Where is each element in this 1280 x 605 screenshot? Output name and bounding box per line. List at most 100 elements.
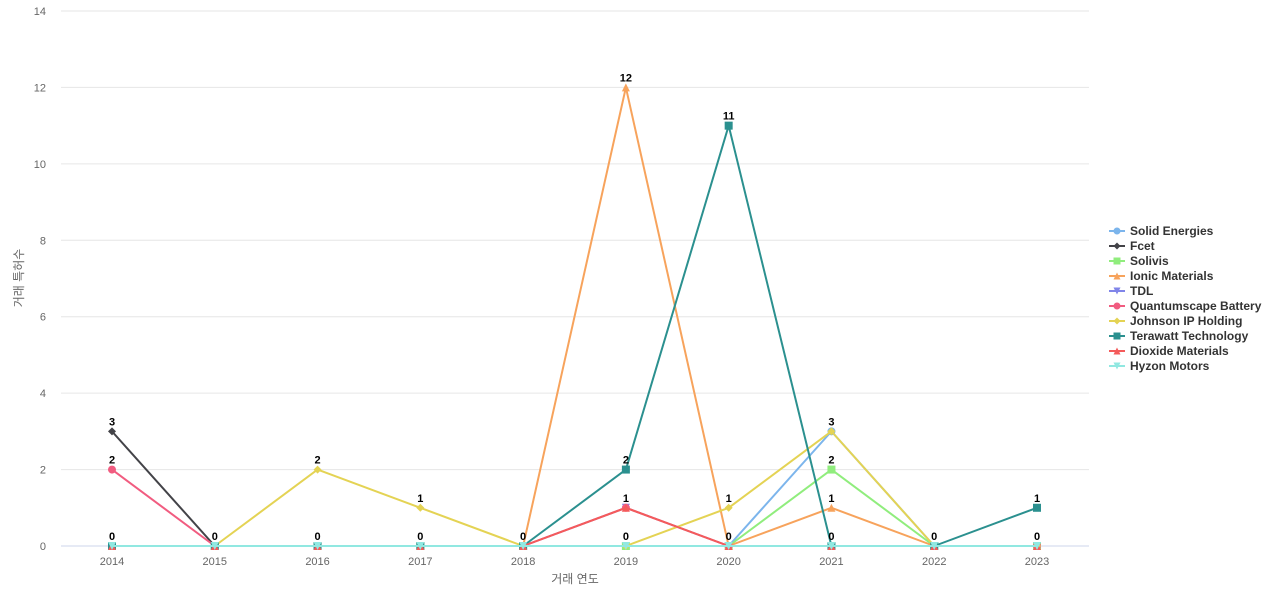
data-point xyxy=(1033,542,1041,550)
data-point xyxy=(827,427,836,436)
x-tick-label: 2023 xyxy=(1025,556,1049,568)
series-line xyxy=(111,124,1038,547)
legend-label: Johnson IP Holding xyxy=(1130,314,1242,328)
data-label: 12 xyxy=(620,72,632,84)
y-tick-label: 6 xyxy=(40,312,46,324)
legend-label: Fcet xyxy=(1130,239,1155,253)
grid-layer xyxy=(61,10,1089,547)
data-label: 0 xyxy=(520,531,526,543)
legend-label: Quantumscape Battery xyxy=(1130,299,1262,313)
legend-marker xyxy=(1113,302,1121,310)
y-tick-label: 4 xyxy=(40,388,46,400)
x-tick-label: 2021 xyxy=(819,556,843,568)
y-tick-label: 14 xyxy=(34,6,46,18)
data-label: 0 xyxy=(109,531,115,543)
legend-marker xyxy=(1113,347,1121,355)
x-tick-label: 2019 xyxy=(614,556,638,568)
legend-item[interactable]: Fcet xyxy=(1109,239,1155,253)
series-layer xyxy=(108,83,1041,550)
series-hyzon-motors xyxy=(108,542,1041,550)
legend-item[interactable]: Terawatt Technology xyxy=(1109,329,1249,343)
legend-item[interactable]: Ionic Materials xyxy=(1109,269,1214,283)
data-label: 0 xyxy=(212,531,218,543)
legend-marker xyxy=(1113,317,1121,325)
legend-label: Dioxide Materials xyxy=(1130,344,1229,358)
series-terawatt-technology xyxy=(108,121,1041,550)
data-label: 1 xyxy=(726,493,732,505)
data-label: 1 xyxy=(623,493,629,505)
data-label: 1 xyxy=(417,493,423,505)
data-label: 3 xyxy=(828,416,834,428)
legend-item[interactable]: Solivis xyxy=(1109,254,1169,268)
data-label: 1 xyxy=(1034,493,1040,505)
legend-marker xyxy=(1113,272,1121,280)
legend-item[interactable]: Hyzon Motors xyxy=(1109,359,1210,373)
data-point xyxy=(108,542,116,550)
data-label: 11 xyxy=(723,111,735,123)
legend-marker xyxy=(1113,332,1121,340)
series-line xyxy=(111,430,1038,547)
legend-item[interactable]: Quantumscape Battery xyxy=(1109,299,1262,313)
legend-label: Hyzon Motors xyxy=(1130,359,1210,373)
data-point xyxy=(621,503,630,512)
data-point xyxy=(827,465,836,474)
legend-label: Ionic Materials xyxy=(1130,269,1214,283)
data-label: 1 xyxy=(828,493,834,505)
x-axis-title: 거래 연도 xyxy=(551,572,599,586)
x-tick-label: 2014 xyxy=(100,556,124,568)
x-tick-label: 2016 xyxy=(305,556,329,568)
legend-marker xyxy=(1113,287,1121,295)
y-axis-title: 거래 특허수 xyxy=(12,249,26,308)
data-point xyxy=(416,503,425,512)
data-label: 2 xyxy=(314,455,320,467)
data-label: 3 xyxy=(109,416,115,428)
series-line xyxy=(111,430,1038,547)
data-point xyxy=(724,121,733,130)
data-point xyxy=(108,427,116,436)
series-solid-energies xyxy=(108,427,1041,550)
data-point xyxy=(313,542,322,550)
legend-label: Solivis xyxy=(1130,254,1169,268)
legend-item[interactable]: TDL xyxy=(1109,284,1153,298)
series-johnson-ip-holding xyxy=(108,427,1041,550)
series-dioxide-materials xyxy=(108,503,1041,550)
x-tick-label: 2020 xyxy=(716,556,740,568)
data-label: 2 xyxy=(109,455,115,467)
data-point xyxy=(621,542,630,550)
data-point xyxy=(210,542,219,550)
legend-marker xyxy=(1113,257,1121,265)
data-point xyxy=(621,465,630,474)
data-point xyxy=(724,542,733,550)
legend-label: Terawatt Technology xyxy=(1130,329,1249,343)
x-tick-label: 2018 xyxy=(511,556,535,568)
legend-marker xyxy=(1113,227,1121,235)
data-label: 0 xyxy=(828,531,834,543)
x-tick-label: 2015 xyxy=(203,556,227,568)
data-label: 0 xyxy=(726,531,732,543)
data-point xyxy=(313,465,322,474)
legend-marker xyxy=(1113,362,1121,370)
legend-item[interactable]: Johnson IP Holding xyxy=(1109,314,1242,328)
y-tick-label: 0 xyxy=(40,541,46,553)
legend-item[interactable]: Dioxide Materials xyxy=(1109,344,1229,358)
data-label: 0 xyxy=(1034,531,1040,543)
data-label: 2 xyxy=(828,455,834,467)
data-point xyxy=(827,503,836,512)
data-label: 0 xyxy=(314,531,320,543)
data-point xyxy=(108,465,116,474)
data-point xyxy=(519,542,528,550)
x-tick-label: 2022 xyxy=(922,556,946,568)
series-line xyxy=(111,430,1038,547)
y-tick-label: 2 xyxy=(40,465,46,477)
legend-item[interactable]: Solid Energies xyxy=(1109,224,1214,238)
legend-label: Solid Energies xyxy=(1130,224,1214,238)
legend-label: TDL xyxy=(1130,284,1153,298)
data-label: 0 xyxy=(931,531,937,543)
data-point xyxy=(621,83,630,92)
series-fcet xyxy=(108,427,1041,550)
